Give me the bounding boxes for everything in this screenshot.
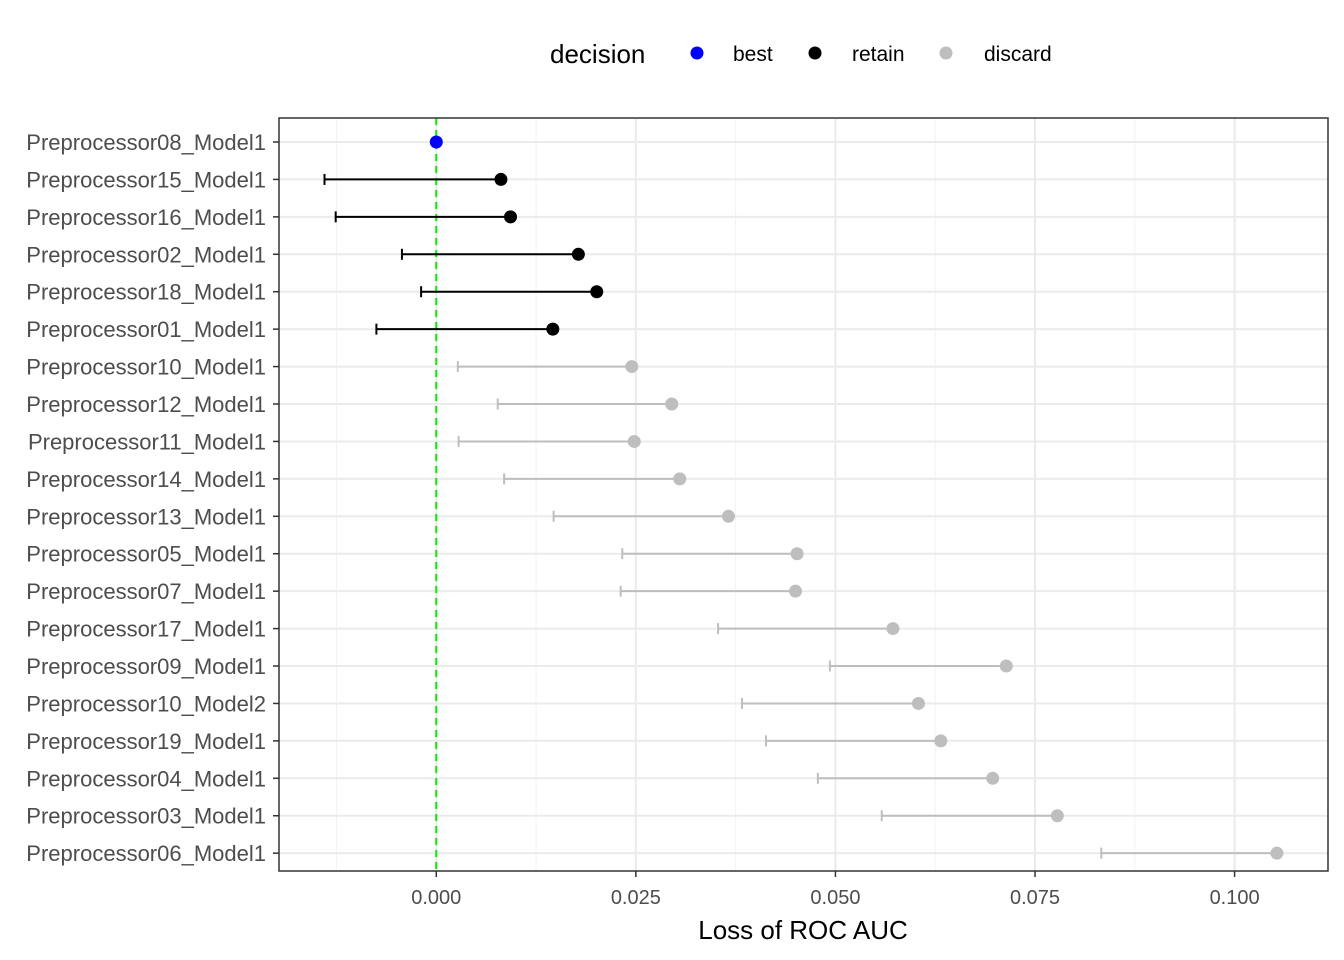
error-bar <box>1100 847 1277 859</box>
panel-border <box>278 117 1329 872</box>
data-point <box>999 659 1013 673</box>
y-tick-label: Preprocessor05_Model1 <box>26 542 266 567</box>
error-bar <box>880 810 1058 822</box>
error-bar <box>619 585 796 597</box>
data-point <box>721 509 735 523</box>
x-tick-label: 0.075 <box>1010 887 1060 909</box>
y-tick-label: Preprocessor10_Model1 <box>26 355 266 380</box>
legend-item-retain: retain <box>808 43 905 66</box>
x-axis: 0.000 0.025 0.050 0.075 0.100 <box>411 871 1260 909</box>
panel-background <box>279 118 1328 871</box>
error-bar <box>496 398 672 410</box>
x-tick-label: 0.025 <box>611 887 661 909</box>
data-point <box>590 285 604 299</box>
data-point <box>494 172 508 186</box>
error-bar <box>552 510 729 522</box>
data-point <box>665 397 679 411</box>
y-tick-label: Preprocessor09_Model1 <box>26 654 266 679</box>
error-bar <box>375 323 553 335</box>
legend-item-discard: discard <box>939 43 1052 66</box>
legend-label: discard <box>984 43 1052 66</box>
data-point <box>986 771 1000 785</box>
legend-item-best: best <box>690 43 773 66</box>
y-tick-label: Preprocessor02_Model1 <box>26 242 266 267</box>
y-tick-label: Preprocessor07_Model1 <box>26 579 266 604</box>
legend-label: retain <box>852 43 905 66</box>
legend-key <box>690 46 704 60</box>
data-point <box>571 247 585 261</box>
error-bar <box>717 623 893 635</box>
data-point <box>911 696 925 710</box>
legend: decision best retain discard <box>550 39 1052 69</box>
error-bar <box>400 248 579 260</box>
error-bar <box>816 772 993 784</box>
x-tick-label: 0.000 <box>411 887 461 909</box>
y-tick-label: Preprocessor10_Model2 <box>26 691 266 716</box>
data-point <box>886 622 900 636</box>
data-point <box>934 734 948 748</box>
error-bar <box>457 435 635 447</box>
y-tick-label: Preprocessor16_Model1 <box>26 205 266 230</box>
legend-key <box>939 46 953 60</box>
error-bar <box>621 548 798 560</box>
x-tick-label: 0.100 <box>1210 887 1260 909</box>
x-tick-label: 0.050 <box>810 887 860 909</box>
x-axis-title: Loss of ROC AUC <box>698 915 908 945</box>
error-bar <box>456 361 632 373</box>
y-tick-label: Preprocessor04_Model1 <box>26 766 266 791</box>
point-layer <box>429 135 1284 860</box>
y-tick-label: Preprocessor01_Model1 <box>26 317 266 342</box>
y-tick-label: Preprocessor11_Model1 <box>28 429 266 454</box>
data-point <box>1270 846 1284 860</box>
error-bar <box>334 211 511 223</box>
data-point <box>627 434 641 448</box>
y-tick-label: Preprocessor12_Model1 <box>26 392 266 417</box>
data-point <box>1050 809 1064 823</box>
y-tick-label: Preprocessor15_Model1 <box>26 167 266 192</box>
error-bar <box>503 473 680 485</box>
data-point <box>625 360 639 374</box>
data-point <box>790 547 804 561</box>
error-bar <box>764 735 941 747</box>
error-bar <box>420 286 597 298</box>
y-tick-label: Preprocessor13_Model1 <box>26 504 266 529</box>
y-tick-label: Preprocessor17_Model1 <box>26 617 266 642</box>
y-tick-label: Preprocessor03_Model1 <box>26 804 266 829</box>
data-point <box>504 210 518 224</box>
y-tick-label: Preprocessor14_Model1 <box>26 467 266 492</box>
error-bar <box>828 660 1007 672</box>
error-bar <box>323 173 501 185</box>
data-point <box>429 135 443 149</box>
legend-title: decision <box>550 39 645 69</box>
error-bar-layer <box>323 173 1277 859</box>
legend-label: best <box>733 43 773 66</box>
y-tick-label: Preprocessor18_Model1 <box>26 280 266 305</box>
error-bar <box>741 697 919 709</box>
data-point <box>789 584 803 598</box>
legend-key <box>808 46 822 60</box>
plot-panel <box>278 117 1329 872</box>
data-point <box>673 472 687 486</box>
y-tick-label: Preprocessor06_Model1 <box>26 841 266 866</box>
data-point <box>546 322 560 336</box>
y-axis: Preprocessor08_Model1 Preprocessor15_Mode… <box>26 130 279 866</box>
y-tick-label: Preprocessor19_Model1 <box>26 729 266 754</box>
y-tick-label: Preprocessor08_Model1 <box>26 130 266 155</box>
